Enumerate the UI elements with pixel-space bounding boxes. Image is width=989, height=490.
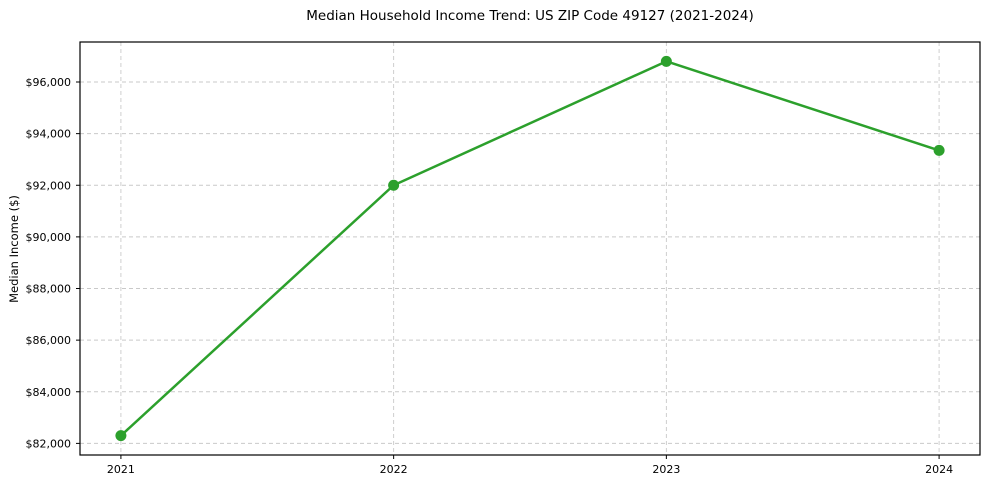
x-tick-label: 2024 — [925, 463, 953, 476]
data-point-2021 — [115, 430, 127, 442]
y-tick-label: $90,000 — [26, 231, 72, 244]
data-point-2023 — [660, 55, 672, 67]
x-tick-label: 2022 — [380, 463, 408, 476]
data-point-2022 — [388, 179, 400, 191]
y-tick-label: $94,000 — [26, 128, 72, 141]
y-tick-label: $86,000 — [26, 334, 72, 347]
y-tick-label: $92,000 — [26, 179, 72, 192]
y-tick-label: $84,000 — [26, 386, 72, 399]
data-point-2024 — [933, 144, 945, 156]
chart-title: Median Household Income Trend: US ZIP Co… — [306, 8, 754, 24]
y-tick-label: $82,000 — [26, 437, 72, 450]
trend-line — [119, 60, 941, 437]
plot-border — [79, 41, 981, 456]
x-tick-label: 2021 — [107, 463, 135, 476]
y-tick-label: $96,000 — [26, 76, 72, 89]
y-tick-label: $88,000 — [26, 283, 72, 296]
x-tick-label: 2023 — [652, 463, 680, 476]
